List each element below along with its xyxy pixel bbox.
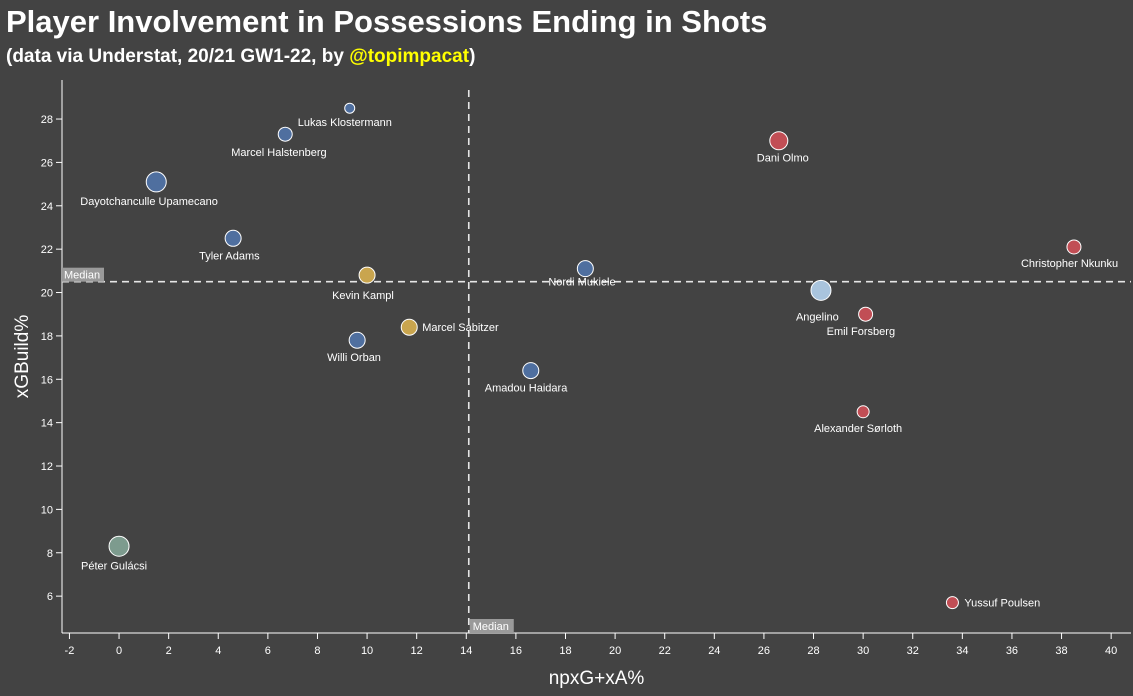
- point-label: Péter Gulácsi: [81, 560, 147, 572]
- point-label: Amadou Haidara: [485, 383, 568, 395]
- data-point: [810, 279, 832, 301]
- point-labels: Lukas Klostermann Marcel Halstenberg Dayot…: [80, 117, 1118, 609]
- chart-title: Player Involvement in Possessions Ending…: [6, 4, 768, 39]
- x-tick-label: 32: [907, 645, 919, 657]
- x-tick-label: 0: [116, 645, 122, 657]
- x-tick-label: 26: [758, 645, 770, 657]
- y-tick-label: 26: [41, 157, 53, 169]
- data-point: [945, 596, 959, 610]
- point-label: Dani Olmo: [757, 153, 809, 165]
- data-point: [1066, 239, 1082, 255]
- x-axis-title: npxG+xA%: [549, 668, 645, 689]
- x-tick-label: 34: [956, 645, 968, 657]
- y-tick-label: 14: [41, 418, 53, 430]
- data-point: [348, 331, 366, 349]
- data-point: [224, 229, 242, 247]
- point-label: Alexander Sørloth: [814, 423, 902, 435]
- point-label: Angelino: [796, 311, 839, 323]
- data-point: [400, 318, 418, 336]
- median-x-label-box: [469, 619, 514, 633]
- y-axis-title: xGBuild%: [12, 315, 33, 399]
- x-tick-label: 10: [361, 645, 373, 657]
- median-y-label-box: [62, 267, 104, 282]
- point-label: Yussuf Poulsen: [964, 598, 1040, 610]
- data-point: [856, 405, 870, 419]
- y-tick-label: 16: [41, 374, 53, 386]
- x-tick-label: 18: [559, 645, 571, 657]
- axes: -2 0 2 4 6 8 10 12 14 16 18 20 22 24 26 28 30 32 34 36 38 406…: [41, 80, 1131, 657]
- x-tick-label: 40: [1105, 645, 1117, 657]
- subtitle-prefix: (data via Understat, 20/21 GW1-22, by: [6, 46, 350, 67]
- data-point: [108, 535, 130, 557]
- y-tick-label: 24: [41, 201, 53, 213]
- point-label: Marcel Sabitzer: [422, 322, 499, 334]
- x-tick-label: 28: [807, 645, 819, 657]
- data-point: [344, 102, 356, 114]
- data-point: [769, 131, 789, 151]
- point-label: Willi Orban: [327, 352, 381, 364]
- y-tick-label: 22: [41, 244, 53, 256]
- x-tick-label: 2: [166, 645, 172, 657]
- y-tick-label: 28: [41, 114, 53, 126]
- author-handle: @topimpacat: [349, 46, 470, 67]
- chart-subtitle: (data via Understat, 20/21 GW1-22, by @t…: [6, 46, 475, 68]
- x-tick-label: -2: [65, 645, 75, 657]
- point-label: Nordi Mukiele: [548, 277, 615, 289]
- data-point: [522, 362, 540, 380]
- point-label: Dayotchanculle Upamecano: [80, 196, 218, 208]
- x-tick-label: 12: [411, 645, 423, 657]
- y-tick-label: 6: [47, 591, 53, 603]
- x-tick-label: 14: [460, 645, 472, 657]
- data-points: [108, 102, 1082, 610]
- x-tick-label: 16: [510, 645, 522, 657]
- y-tick-label: 10: [41, 504, 53, 516]
- x-tick-label: 6: [265, 645, 271, 657]
- x-tick-label: 4: [215, 645, 221, 657]
- median-x-label: Median: [473, 621, 509, 633]
- median-y-label: Median: [64, 270, 100, 282]
- data-point: [358, 266, 376, 284]
- x-tick-label: 38: [1055, 645, 1067, 657]
- x-tick-label: 8: [314, 645, 320, 657]
- point-label: Christopher Nkunku: [1021, 258, 1118, 270]
- x-tick-label: 20: [609, 645, 621, 657]
- data-point: [858, 306, 874, 322]
- data-point: [576, 260, 594, 278]
- x-tick-label: 36: [1006, 645, 1018, 657]
- data-point: [145, 171, 167, 193]
- y-tick-label: 12: [41, 461, 53, 473]
- y-tick-label: 20: [41, 288, 53, 300]
- x-tick-label: 30: [857, 645, 869, 657]
- y-tick-label: 18: [41, 331, 53, 343]
- point-label: Marcel Halstenberg: [231, 147, 326, 159]
- x-tick-label: 24: [708, 645, 720, 657]
- subtitle-suffix: ): [469, 46, 476, 67]
- point-label: Emil Forsberg: [827, 326, 895, 338]
- point-label: Tyler Adams: [199, 250, 260, 262]
- y-tick-label: 8: [47, 548, 53, 560]
- median-lines: Median Median: [62, 90, 1131, 633]
- point-label: Lukas Klostermann: [298, 117, 392, 129]
- x-tick-label: 22: [659, 645, 671, 657]
- data-point: [277, 126, 293, 142]
- point-label: Kevin Kampl: [332, 290, 394, 302]
